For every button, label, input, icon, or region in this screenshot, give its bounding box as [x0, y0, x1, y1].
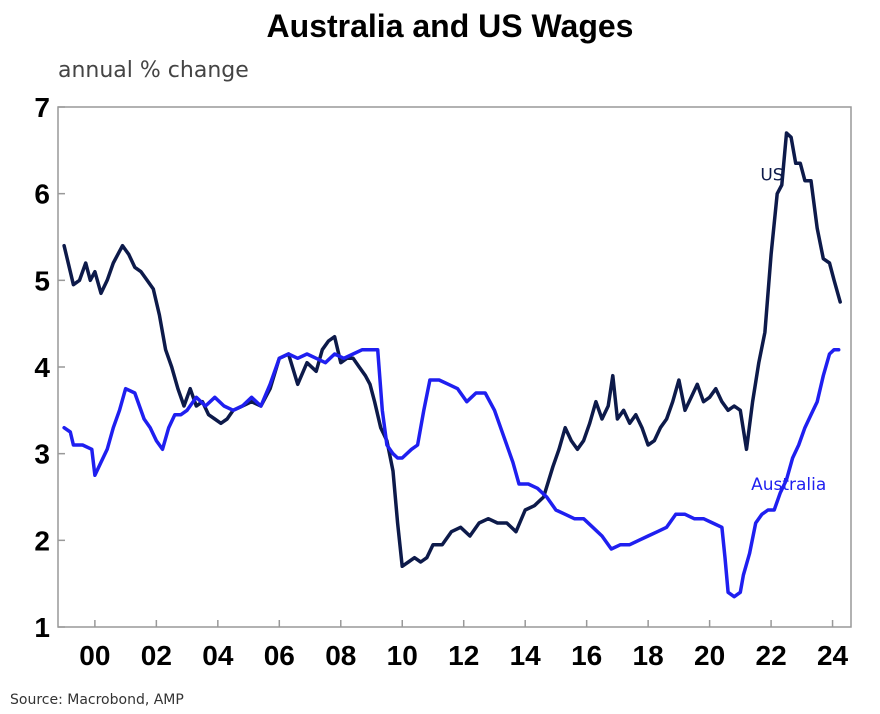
x-tick-label: 22: [756, 640, 787, 671]
x-tick-label: 04: [202, 640, 234, 671]
x-tick-label: 18: [633, 640, 664, 671]
y-tick-label: 5: [34, 265, 50, 296]
y-tick-label: 7: [34, 92, 50, 123]
series-label-us: US: [760, 166, 783, 186]
x-tick-label: 06: [264, 640, 295, 671]
y-tick-label: 1: [34, 612, 50, 643]
plot-area-frame: [57, 106, 852, 628]
x-tick-label: 24: [817, 640, 849, 671]
series-line-australia: [62, 347, 841, 599]
x-tick-label: 00: [79, 640, 110, 671]
series-line-us: [62, 131, 842, 569]
y-tick-label: 6: [34, 179, 50, 210]
chart-title: Australia and US Wages: [266, 8, 634, 44]
x-tick-label: 12: [448, 640, 479, 671]
y-tick-label: 2: [34, 525, 50, 556]
x-tick-label: 14: [510, 640, 542, 671]
series-label-australia: Australia: [751, 475, 826, 495]
x-tick-label: 10: [387, 640, 418, 671]
y-axis-unit-label: annual % change: [58, 58, 249, 83]
x-tick-label: 16: [571, 640, 602, 671]
x-tick-label: 20: [694, 640, 725, 671]
source-note: Source: Macrobond, AMP: [10, 692, 184, 708]
y-tick-label: 3: [34, 439, 50, 470]
x-tick-label: 08: [325, 640, 356, 671]
y-tick-label: 4: [34, 352, 50, 383]
x-tick-label: 02: [141, 640, 172, 671]
